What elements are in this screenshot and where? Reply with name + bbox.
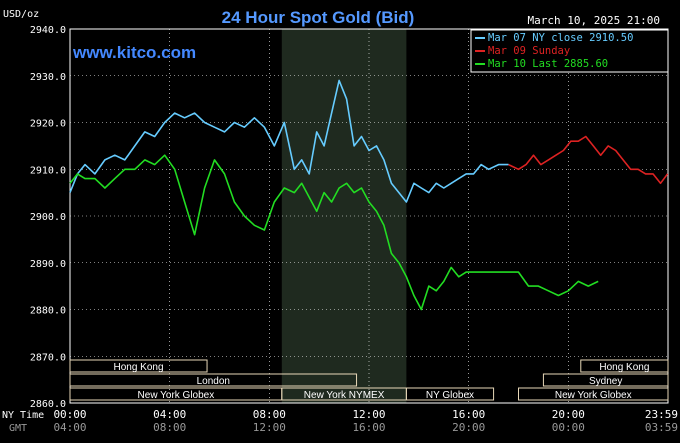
y-tick-label: 2930.0 [30, 72, 66, 83]
session-bar [518, 387, 669, 401]
chart-title: 24 Hour Spot Gold (Bid) [222, 8, 415, 27]
series-line-1 [508, 135, 669, 185]
timestamp: March 10, 2025 21:00 [528, 14, 660, 27]
x-tick-gmt: 03:59 [645, 421, 678, 434]
series-line-0 [69, 79, 509, 203]
y-tick-label: 2920.0 [30, 119, 66, 130]
y-tick-label: 2870.0 [30, 352, 66, 363]
y-tick-label: 2940.0 [30, 25, 66, 36]
nymex-hours-band [281, 29, 407, 403]
x-tick-ny: 12:00 [352, 408, 385, 421]
y-tick-label: 2880.0 [30, 306, 66, 317]
x-tick-ny: 00:00 [53, 408, 86, 421]
session-bar [405, 387, 495, 401]
x-tick-gmt: 12:00 [253, 421, 286, 434]
y-tick-label: 2910.0 [30, 165, 66, 176]
x-tick-gmt: 16:00 [352, 421, 385, 434]
session-label: New York NYMEX [304, 390, 385, 401]
y-tick-label: 2900.0 [30, 212, 66, 223]
session-label: Sydney [589, 376, 622, 387]
series-line-2 [69, 154, 599, 311]
legend-label: Mar 09 Sunday [488, 45, 570, 57]
grid [69, 28, 669, 404]
x-tick-gmt: 20:00 [452, 421, 485, 434]
legend-box [470, 29, 669, 73]
x-tick-ny: 08:00 [253, 408, 286, 421]
y-tick-label: 2860.0 [30, 399, 66, 410]
x-tick-gmt: 00:00 [552, 421, 585, 434]
session-label: NY Globex [426, 390, 474, 401]
x-row-label-ny-time: NY Time [2, 410, 44, 421]
x-tick-gmt: 04:00 [53, 421, 86, 434]
watermark-kitco: www.kitco.com [72, 43, 196, 62]
legend-label: Mar 10 Last 2885.60 [488, 58, 608, 70]
session-label: New York Globex [138, 390, 215, 401]
trading-sessions: Hong Kong London New York Globex New York N… [69, 359, 669, 401]
y-axis-label: USD/oz [3, 9, 39, 20]
y-tick-label: 2890.0 [30, 259, 66, 270]
legend-label: Mar 07 NY close 2910.50 [488, 32, 633, 44]
x-tick-ny: 16:00 [452, 408, 485, 421]
x-tick-gmt: 08:00 [153, 421, 186, 434]
session-label: New York Globex [555, 390, 632, 401]
session-label: London [197, 376, 230, 387]
series-lines [69, 79, 669, 311]
y-tick-labels: 2940.0 2930.0 2920.0 2910.0 2900.0 2890.0 2880… [30, 25, 66, 410]
session-bar [69, 373, 358, 387]
x-tick-ny: 23:59 [645, 408, 678, 421]
session-bar [580, 359, 669, 373]
x-tick-ny: 04:00 [153, 408, 186, 421]
session-bar [542, 373, 669, 387]
session-label: Hong Kong [599, 362, 649, 373]
session-bar [69, 359, 208, 373]
x-tick-ny: 20:00 [552, 408, 585, 421]
session-label: Hong Kong [113, 362, 163, 373]
x-tick-labels: 00:0004:0004:0008:0008:0012:0012:0016:00… [53, 408, 678, 434]
x-row-label-gmt: GMT [9, 423, 27, 434]
market-hours-highlight [281, 29, 407, 403]
